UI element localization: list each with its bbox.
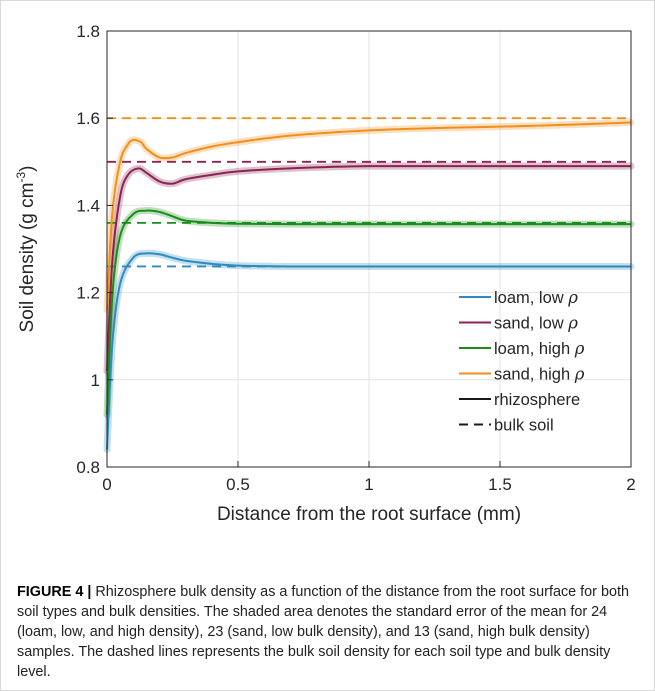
x-tick-label-1: 0.5	[226, 475, 250, 494]
y-axis-label-main: Soil density (g cm	[17, 183, 38, 333]
y-axis-label-close: )	[17, 166, 38, 172]
axes	[106, 30, 632, 468]
legend-label-solid: rhizosphere	[494, 391, 580, 409]
caption-label: FIGURE 4 |	[17, 584, 92, 600]
legend-label-3: sand, high ρ	[494, 365, 585, 384]
x-axis-label: Distance from the root surface (mm)	[217, 504, 521, 525]
series-line-2	[106, 209, 631, 415]
tick-labels: 0 0.5 1 1.5 2 0.8 1 1.2 1.4 1.6 1.8	[76, 22, 635, 494]
y-tick-label-2: 1.2	[76, 284, 100, 303]
x-tick-label-3: 1.5	[488, 475, 512, 494]
legend-label-dashed: bulk soil	[494, 417, 554, 435]
legend-label-1: sand, low ρ	[494, 314, 578, 333]
legend-label-2: loam, high ρ	[494, 339, 585, 358]
legend-label-0: loam, low ρ	[494, 288, 578, 307]
y-tick-label-1: 1	[91, 371, 100, 390]
chart: 0 0.5 1 1.5 2 0.8 1 1.2 1.4 1.6 1.8 Distance from …	[14, 22, 636, 525]
series-line-3	[106, 121, 632, 311]
y-axis-label-superscript: -3	[14, 172, 28, 183]
series-lines	[106, 121, 632, 450]
y-tick-label-3: 1.4	[76, 196, 100, 215]
series-line-0	[106, 252, 631, 450]
x-tick-label-4: 2	[626, 475, 635, 494]
y-tick-label-4: 1.6	[76, 109, 100, 128]
legend: loam, low ρ sand, low ρ loam, high ρ sand, …	[459, 288, 585, 435]
series-line-1	[106, 165, 631, 372]
y-axis-label: Soil density (g cm-3)	[14, 166, 38, 333]
y-tick-label-5: 1.8	[76, 22, 100, 41]
y-tick-label-0: 0.8	[76, 458, 100, 477]
figure-caption: FIGURE 4 | Rhizosphere bulk density as a…	[17, 582, 639, 682]
x-tick-label-0: 0	[102, 475, 111, 494]
caption-text: Rhizosphere bulk density as a function o…	[17, 584, 629, 680]
x-tick-label-2: 1	[364, 475, 373, 494]
